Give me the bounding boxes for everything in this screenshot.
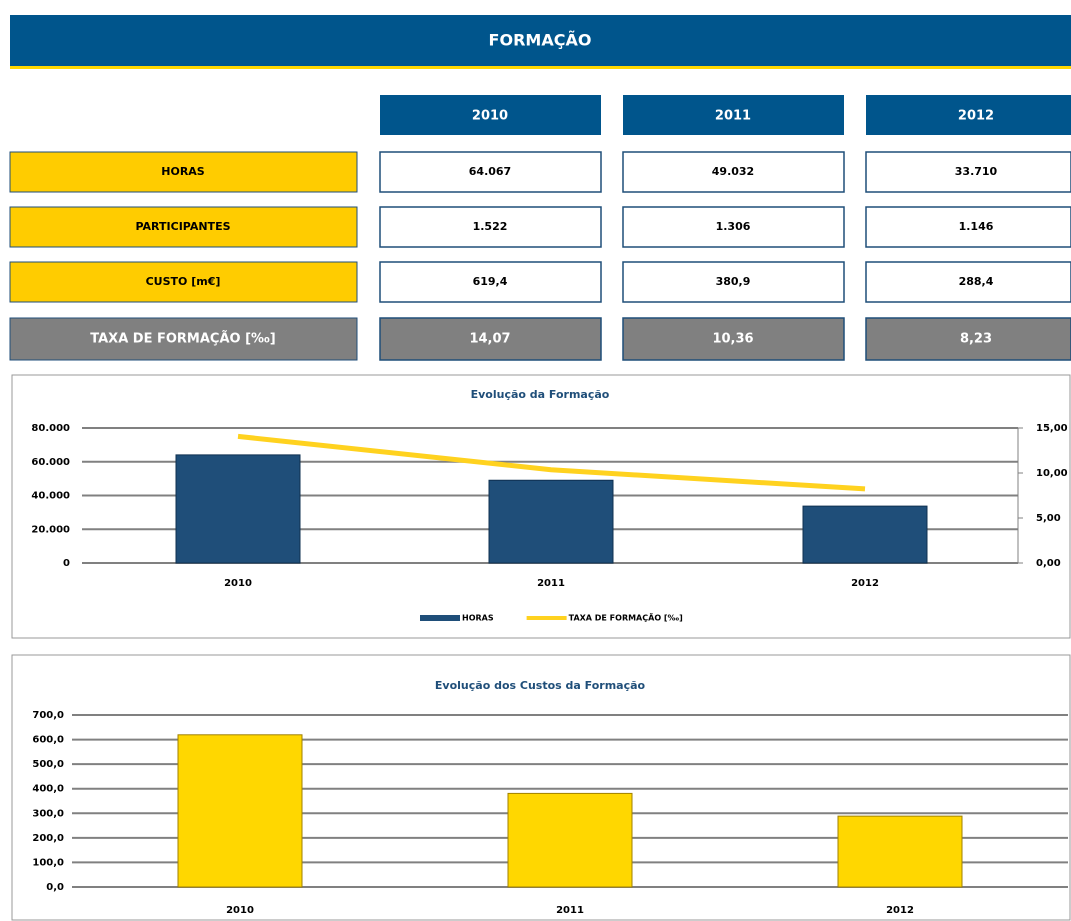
value-box [865, 261, 1071, 303]
value-box [379, 206, 602, 248]
y-tick-label: 0,0 [46, 882, 64, 893]
value-box [379, 261, 602, 303]
value-cell: 1.306 [716, 220, 751, 233]
x-tick-label: 2011 [556, 905, 584, 916]
value-cell: 619,4 [473, 275, 508, 288]
value-cell: 33.710 [955, 165, 998, 178]
legend-label: HORAS [462, 614, 494, 623]
y-tick-label: 400,0 [32, 784, 64, 795]
y-tick-label: 0 [63, 558, 70, 569]
value-cell: 49.032 [712, 165, 754, 178]
value-box [865, 151, 1071, 193]
x-tick-label: 2010 [226, 905, 254, 916]
y-tick-label: 20.000 [31, 524, 70, 535]
column-header [866, 95, 1071, 135]
header-bar [10, 15, 1071, 66]
value-box [379, 151, 602, 193]
value-box [622, 261, 845, 303]
row-label: HORAS [161, 165, 205, 178]
value-cell: 288,4 [959, 275, 994, 288]
column-header-label: 2011 [715, 109, 751, 124]
y2-tick-label: 0,00 [1036, 558, 1061, 569]
value-cell: 64.067 [469, 165, 511, 178]
row-label-box [9, 151, 358, 193]
row-label-box [9, 206, 358, 248]
y2-tick-label: 15,00 [1036, 423, 1068, 434]
y-tick-label: 40.000 [31, 491, 70, 502]
y-tick-label: 80.000 [31, 423, 70, 434]
value-cell: 1.146 [959, 220, 994, 233]
legend-swatch [420, 615, 460, 621]
value-cell: 1.522 [473, 220, 508, 233]
header-title: FORMAÇÃO [489, 31, 592, 50]
x-tick-label: 2010 [224, 578, 252, 589]
x-tick-label: 2011 [537, 578, 565, 589]
bar [175, 454, 301, 564]
legend-label: TAXA DE FORMAÇÃO [‰] [569, 613, 683, 623]
y-tick-label: 600,0 [32, 735, 64, 746]
bar [507, 792, 633, 888]
value-cell: 14,07 [469, 332, 510, 347]
x-tick-label: 2012 [886, 905, 914, 916]
bar [837, 815, 963, 888]
chart-title: Evolução da Formação [471, 388, 610, 401]
column-header-label: 2012 [958, 109, 994, 124]
y-tick-label: 500,0 [32, 759, 64, 770]
column-header [380, 95, 601, 135]
bar [488, 479, 614, 564]
row-label: TAXA DE FORMAÇÃO [‰] [90, 331, 275, 347]
value-box [622, 317, 845, 361]
line [237, 433, 866, 492]
row-label: PARTICIPANTES [135, 220, 230, 233]
y-tick-label: 200,0 [32, 833, 64, 844]
y2-tick-label: 5,00 [1036, 513, 1061, 524]
column-header [623, 95, 844, 135]
y-tick-label: 700,0 [32, 710, 64, 721]
chart-title: Evolução dos Custos da Formação [435, 679, 646, 692]
bar [177, 734, 303, 888]
y-tick-label: 60.000 [31, 457, 70, 468]
value-box [865, 206, 1071, 248]
value-box [865, 317, 1071, 361]
value-box [622, 151, 845, 193]
row-label-box [9, 317, 358, 361]
value-cell: 8,23 [960, 332, 992, 347]
x-tick-label: 2012 [851, 578, 879, 589]
value-cell: 380,9 [716, 275, 751, 288]
row-label-box [9, 261, 358, 303]
y2-tick-label: 10,00 [1036, 468, 1068, 479]
bar [802, 505, 928, 564]
y-tick-label: 100,0 [32, 857, 64, 868]
value-box [622, 206, 845, 248]
value-box [379, 317, 602, 361]
column-header-label: 2010 [472, 109, 508, 124]
header-underline [10, 66, 1071, 69]
row-label: CUSTO [m€] [146, 275, 221, 288]
y-tick-label: 300,0 [32, 808, 64, 819]
value-cell: 10,36 [712, 332, 753, 347]
